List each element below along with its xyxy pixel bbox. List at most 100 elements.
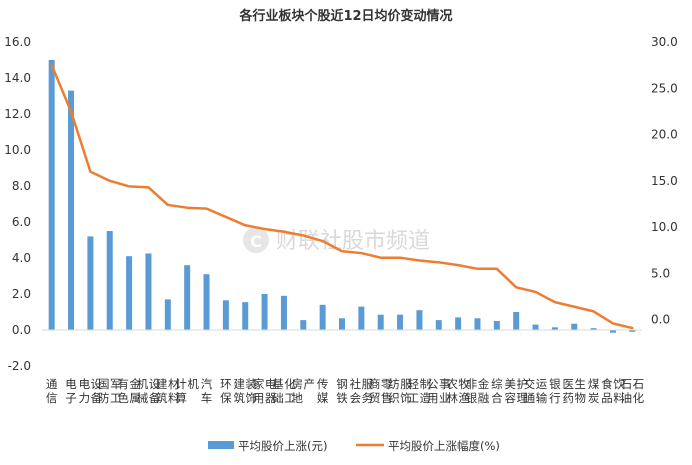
legend: 平均股价上涨(元) 平均股价上涨幅度(%) xyxy=(208,439,500,453)
category-char: 材 xyxy=(168,377,180,391)
category-char: 工 xyxy=(110,391,122,405)
category-char: 设 xyxy=(91,377,103,391)
category-label-钢铁: 钢铁 xyxy=(336,377,348,405)
bar-国防军工 xyxy=(106,231,113,330)
bar-建筑装饰 xyxy=(242,302,249,330)
category-char: 用 xyxy=(253,391,265,405)
category-char: 售 xyxy=(381,391,393,405)
category-char: 事 xyxy=(439,377,451,391)
left-tick-label: 16.0 xyxy=(4,35,31,49)
bar-商贸零售 xyxy=(377,314,384,330)
category-char: 药 xyxy=(563,391,575,405)
category-char: 社 xyxy=(350,377,362,391)
category-char: 渔 xyxy=(458,391,470,405)
category-char: 力 xyxy=(79,391,91,405)
left-tick-label: 4.0 xyxy=(12,251,31,265)
category-char: 备 xyxy=(149,391,161,405)
left-tick-label: 8.0 xyxy=(12,179,31,193)
bar-电力设备 xyxy=(87,236,94,330)
bar-计算机 xyxy=(184,265,191,330)
category-char: 媒 xyxy=(317,391,329,405)
category-char: 有 xyxy=(117,377,129,391)
category-char: 地 xyxy=(292,391,304,405)
category-char: 行 xyxy=(549,391,561,405)
category-char: 环 xyxy=(220,377,232,391)
right-axis-ticks: 0.0 5.0 10.0 15.0 20.0 25.0 30.0 xyxy=(651,35,678,327)
bar-建筑材料 xyxy=(164,299,171,330)
chart-title: 各行业板块个股近12日均价变动情况 xyxy=(238,8,452,24)
bar-医药生物 xyxy=(571,323,578,330)
right-tick-label: 20.0 xyxy=(651,128,678,142)
category-char: 通 xyxy=(524,391,536,405)
category-char: 食 xyxy=(601,377,613,391)
category-char: 料 xyxy=(613,391,625,405)
category-char: 造 xyxy=(420,391,432,405)
category-char: 生 xyxy=(575,377,587,391)
line-path xyxy=(50,63,634,330)
category-char: 农 xyxy=(446,377,458,391)
right-tick-label: 5.0 xyxy=(651,266,670,280)
category-char: 综 xyxy=(491,377,503,391)
category-char: 装 xyxy=(245,377,257,391)
category-char: 饰 xyxy=(400,391,412,405)
category-label-电子: 电子 xyxy=(65,377,77,405)
category-char: 汽 xyxy=(201,377,213,391)
right-tick-label: 10.0 xyxy=(651,220,678,234)
bar-煤炭 xyxy=(590,328,597,330)
watermark: C 财联社股市频道 xyxy=(243,227,430,254)
category-char: 服 xyxy=(400,377,412,391)
category-char: 公 xyxy=(427,377,439,391)
category-char: 传 xyxy=(317,377,329,391)
category-char: 交 xyxy=(524,377,536,391)
category-char: 机 xyxy=(137,377,149,391)
category-char: 备 xyxy=(91,391,103,405)
category-char: 务 xyxy=(362,391,374,405)
category-char: 车 xyxy=(201,391,213,405)
left-tick-label: 12.0 xyxy=(4,107,31,121)
right-tick-label: 0.0 xyxy=(651,313,670,327)
category-char: 饮 xyxy=(613,377,625,391)
category-char: 属 xyxy=(129,391,141,405)
category-char: 金 xyxy=(478,377,490,391)
category-char: 银 xyxy=(549,377,561,391)
bar-交通运输 xyxy=(532,324,539,330)
category-char: 织 xyxy=(388,391,400,405)
category-label-银行: 银行 xyxy=(549,377,561,405)
category-char: 建 xyxy=(156,377,168,391)
bar-公用事业 xyxy=(435,320,442,330)
category-char: 美 xyxy=(504,377,516,391)
category-char: 零 xyxy=(381,377,393,391)
category-char: 理 xyxy=(516,391,528,405)
category-label-汽车: 汽车 xyxy=(201,377,213,405)
category-label-煤炭: 煤炭 xyxy=(588,377,600,405)
category-char: 非 xyxy=(466,377,478,391)
bar-环保 xyxy=(222,300,229,330)
category-char: 商 xyxy=(369,377,381,391)
category-char: 房 xyxy=(292,377,304,391)
category-char: 贸 xyxy=(369,391,381,405)
category-char: 会 xyxy=(350,391,362,405)
category-char: 油 xyxy=(621,391,633,405)
category-char: 军 xyxy=(110,377,122,391)
bar-食品饮料 xyxy=(609,330,616,333)
bar-农林牧渔 xyxy=(455,317,462,330)
category-char: 工 xyxy=(284,391,296,405)
category-char: 医 xyxy=(563,377,575,391)
category-char: 保 xyxy=(220,391,232,405)
category-char: 料 xyxy=(168,391,180,405)
category-char: 产 xyxy=(304,377,316,391)
category-char: 品 xyxy=(601,391,613,405)
bar-钢铁 xyxy=(339,318,345,330)
